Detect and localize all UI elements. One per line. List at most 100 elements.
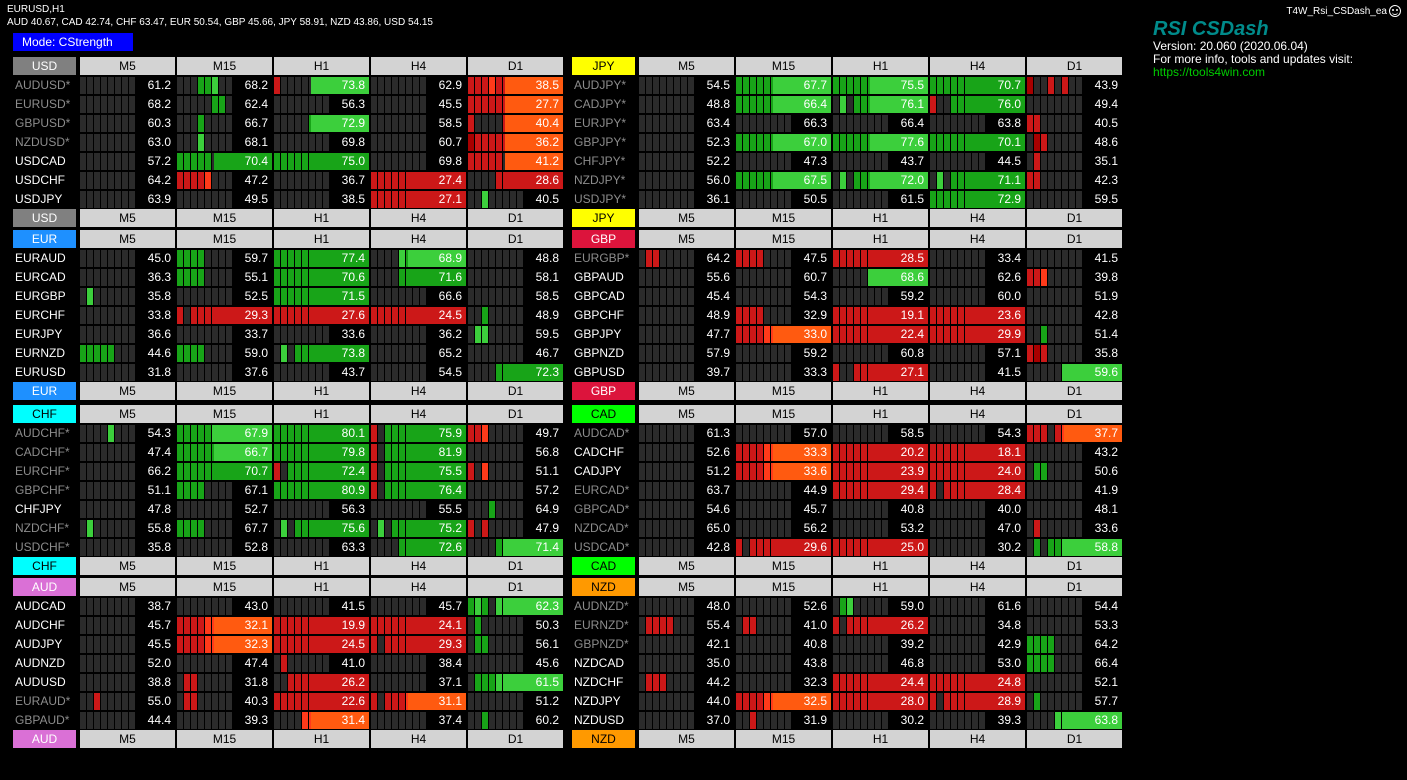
rsi-value[interactable]: 56.0 <box>706 173 730 187</box>
rsi-value[interactable]: 61.5 <box>900 192 924 206</box>
timeframe-button-h1[interactable]: H1 <box>274 209 369 227</box>
rsi-value[interactable]: 57.2 <box>535 483 559 497</box>
currency-button-usd[interactable]: USD <box>13 57 76 75</box>
timeframe-button-m15[interactable]: M15 <box>177 730 272 748</box>
rsi-value[interactable]: 62.6 <box>997 270 1021 284</box>
rsi-value[interactable]: 70.7 <box>967 77 1025 94</box>
pair-row[interactable]: AUDCHF* 54.3 67.9 80.1 75.9 49.7 <box>13 424 568 443</box>
rsi-value[interactable]: 24.4 <box>870 674 928 691</box>
rsi-value[interactable]: 75.5 <box>870 77 928 94</box>
pair-name[interactable]: GBPCHF <box>574 308 625 322</box>
pair-row[interactable]: GBPNZD* 42.1 40.8 39.2 42.9 64.2 <box>572 635 1127 654</box>
pair-name[interactable]: EURCHF <box>15 308 65 322</box>
rsi-value[interactable]: 55.8 <box>147 521 171 535</box>
timeframe-button-h1[interactable]: H1 <box>833 557 928 575</box>
pair-row[interactable]: NZDCAD 35.0 43.8 46.8 53.0 66.4 <box>572 654 1127 673</box>
rsi-value[interactable]: 52.2 <box>706 154 730 168</box>
rsi-value[interactable]: 66.4 <box>1094 656 1118 670</box>
timeframe-button-h1[interactable]: H1 <box>274 578 369 596</box>
pair-name[interactable]: EURCHF* <box>15 464 70 478</box>
timeframe-button-m5[interactable]: M5 <box>639 578 734 596</box>
timeframe-button-m5[interactable]: M5 <box>80 230 175 248</box>
rsi-value[interactable]: 45.7 <box>438 599 462 613</box>
rsi-value[interactable]: 63.3 <box>341 540 365 554</box>
pair-name[interactable]: NZDCHF* <box>15 521 69 535</box>
rsi-value[interactable]: 56.1 <box>535 637 559 651</box>
rsi-value[interactable]: 33.3 <box>803 365 827 379</box>
rsi-value[interactable]: 56.3 <box>341 502 365 516</box>
rsi-value[interactable]: 39.3 <box>244 713 268 727</box>
rsi-value[interactable]: 59.0 <box>900 599 924 613</box>
timeframe-button-m15[interactable]: M15 <box>736 405 831 423</box>
rsi-value[interactable]: 60.7 <box>438 135 462 149</box>
pair-name[interactable]: USDCAD <box>15 154 66 168</box>
rsi-value[interactable]: 45.0 <box>147 251 171 265</box>
timeframe-button-m5[interactable]: M5 <box>639 209 734 227</box>
timeframe-button-h4[interactable]: H4 <box>930 730 1025 748</box>
timeframe-button-h4[interactable]: H4 <box>930 57 1025 75</box>
rsi-value[interactable]: 18.1 <box>967 444 1025 461</box>
rsi-value[interactable]: 63.8 <box>997 116 1021 130</box>
rsi-value[interactable]: 60.8 <box>900 346 924 360</box>
pair-name[interactable]: AUDUSD* <box>15 78 71 92</box>
rsi-value[interactable]: 76.4 <box>408 482 466 499</box>
pair-name[interactable]: AUDCHF* <box>15 426 70 440</box>
pair-name[interactable]: USDCHF* <box>15 540 70 554</box>
currency-button-jpy[interactable]: JPY <box>572 57 635 75</box>
pair-name[interactable]: AUDCAD* <box>574 426 630 440</box>
timeframe-button-h1[interactable]: H1 <box>833 405 928 423</box>
rsi-value[interactable]: 27.7 <box>505 96 563 113</box>
timeframe-button-m5[interactable]: M5 <box>639 730 734 748</box>
rsi-value[interactable]: 47.0 <box>997 521 1021 535</box>
rsi-value[interactable]: 66.7 <box>244 116 268 130</box>
rsi-value[interactable]: 73.8 <box>311 77 369 94</box>
rsi-value[interactable]: 69.8 <box>438 154 462 168</box>
pair-name[interactable]: AUDUSD <box>15 675 66 689</box>
rsi-value[interactable]: 64.2 <box>147 173 171 187</box>
rsi-value[interactable]: 40.4 <box>505 115 563 132</box>
pair-name[interactable]: CADJPY <box>574 464 622 478</box>
timeframe-button-d1[interactable]: D1 <box>1027 382 1122 400</box>
pair-row[interactable]: EURAUD 45.0 59.7 77.4 68.9 48.8 <box>13 249 568 268</box>
pair-name[interactable]: GBPUSD <box>574 365 625 379</box>
rsi-value[interactable]: 43.7 <box>341 365 365 379</box>
timeframe-button-d1[interactable]: D1 <box>1027 730 1122 748</box>
timeframe-button-h1[interactable]: H1 <box>274 382 369 400</box>
rsi-value[interactable]: 63.4 <box>706 116 730 130</box>
rsi-value[interactable]: 33.3 <box>773 444 831 461</box>
rsi-value[interactable]: 48.6 <box>1094 135 1118 149</box>
rsi-value[interactable]: 27.6 <box>311 307 369 324</box>
pair-row[interactable]: GBPAUD* 44.4 39.3 31.4 37.4 60.2 <box>13 711 568 730</box>
timeframe-button-m5[interactable]: M5 <box>80 557 175 575</box>
rsi-value[interactable]: 71.6 <box>408 269 466 286</box>
timeframe-button-d1[interactable]: D1 <box>468 230 563 248</box>
rsi-value[interactable]: 66.4 <box>900 116 924 130</box>
rsi-value[interactable]: 33.8 <box>147 308 171 322</box>
pair-name[interactable]: NZDCHF <box>574 675 624 689</box>
rsi-value[interactable]: 26.2 <box>311 674 369 691</box>
rsi-value[interactable]: 70.6 <box>311 269 369 286</box>
timeframe-button-h1[interactable]: H1 <box>833 57 928 75</box>
rsi-value[interactable]: 40.0 <box>997 502 1021 516</box>
pair-row[interactable]: AUDNZD 52.0 47.4 41.0 38.4 45.6 <box>13 654 568 673</box>
pair-row[interactable]: NZDCHF* 55.8 67.7 75.6 75.2 47.9 <box>13 519 568 538</box>
rsi-value[interactable]: 24.0 <box>967 463 1025 480</box>
pair-name[interactable]: GBPCAD* <box>574 502 630 516</box>
rsi-value[interactable]: 30.2 <box>997 540 1021 554</box>
rsi-value[interactable]: 66.6 <box>438 289 462 303</box>
pair-name[interactable]: NZDJPY <box>574 694 621 708</box>
rsi-value[interactable]: 42.1 <box>706 637 730 651</box>
rsi-value[interactable]: 39.3 <box>997 713 1021 727</box>
pair-row[interactable]: EURGBP 35.8 52.5 71.5 66.6 58.5 <box>13 287 568 306</box>
rsi-value[interactable]: 35.8 <box>147 289 171 303</box>
timeframe-button-m15[interactable]: M15 <box>177 578 272 596</box>
rsi-value[interactable]: 51.9 <box>1094 289 1118 303</box>
pair-name[interactable]: USDJPY <box>15 192 63 206</box>
pair-row[interactable]: USDCHF* 35.8 52.8 63.3 72.6 71.4 <box>13 538 568 557</box>
rsi-value[interactable]: 63.7 <box>706 483 730 497</box>
pair-name[interactable]: EURCAD* <box>574 483 630 497</box>
timeframe-button-m15[interactable]: M15 <box>177 382 272 400</box>
pair-row[interactable]: EURCHF* 66.2 70.7 72.4 75.5 51.1 <box>13 462 568 481</box>
rsi-value[interactable]: 45.6 <box>535 656 559 670</box>
rsi-value[interactable]: 67.5 <box>773 172 831 189</box>
